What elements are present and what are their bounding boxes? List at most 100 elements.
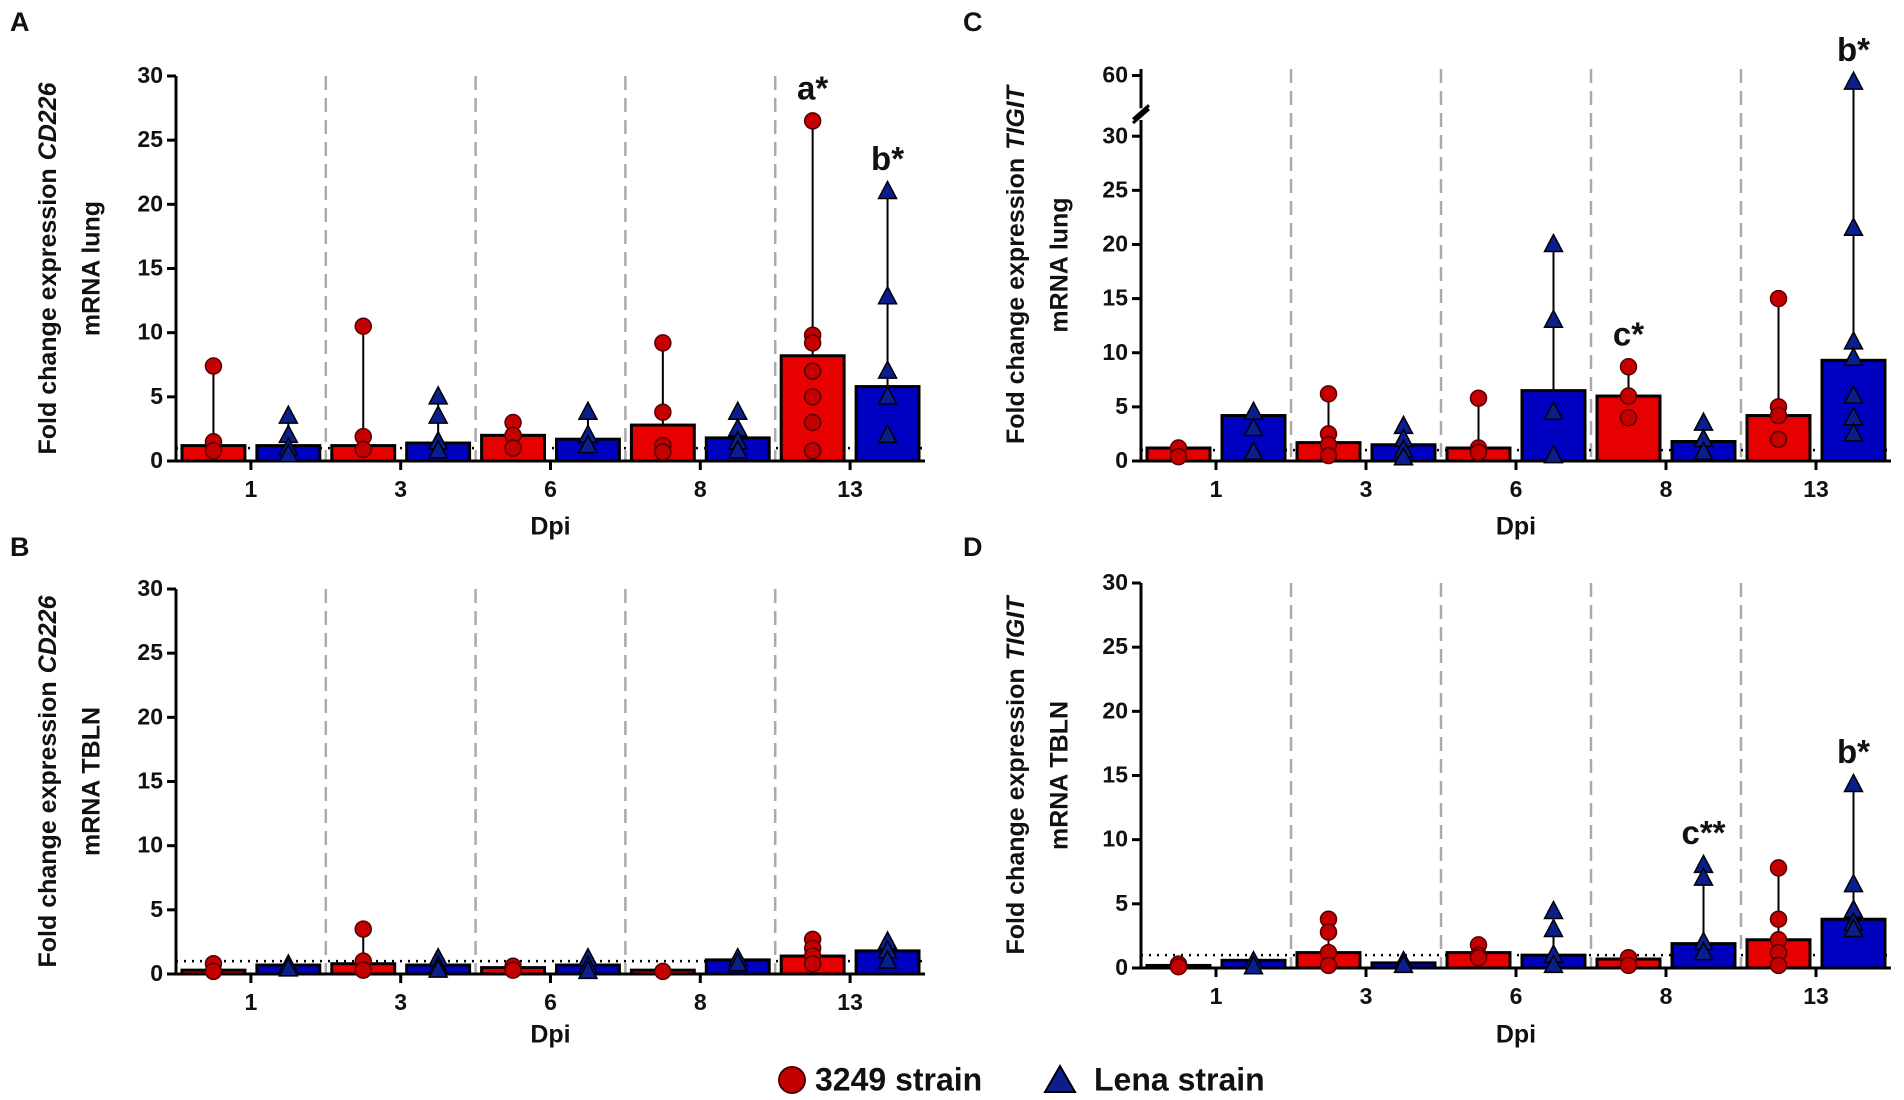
data-point [803, 413, 822, 432]
y-tick-label: 0 [150, 447, 163, 473]
annotation: c** [1681, 814, 1725, 851]
data-point [1769, 406, 1788, 425]
data-point [727, 439, 748, 459]
y-tick-label: 20 [137, 703, 163, 729]
y-tick-label: 10 [1102, 339, 1128, 365]
data-point [204, 441, 223, 460]
data-point [803, 954, 822, 973]
legend-label: Lena strain [1094, 1061, 1265, 1097]
y-axis-label-text: Fold change expression [34, 681, 62, 967]
data-point [1619, 358, 1638, 376]
data-point [803, 112, 822, 130]
panel-letter: C [963, 7, 983, 37]
data-point [654, 443, 672, 461]
x-tick-label: 1 [1210, 983, 1223, 1009]
data-point [654, 403, 672, 421]
data-point [577, 400, 599, 420]
data-point [877, 359, 898, 379]
data-point [1319, 446, 1338, 465]
annotation: c* [1613, 316, 1644, 353]
x-tick-label: 3 [1360, 983, 1373, 1009]
data-point [427, 958, 449, 978]
y-axis-label-text: Fold change expression [1002, 158, 1030, 444]
data-point [204, 962, 223, 981]
x-tick-label: 1 [245, 476, 258, 502]
data-point [1469, 389, 1488, 407]
x-axis-label: Dpi [530, 513, 570, 541]
y-axis-label-text: Fold change expression [34, 168, 62, 454]
panel-letter: A [10, 7, 30, 37]
legend: 3249 strain Lena strain [778, 1061, 1265, 1097]
y-tick-label: 10 [1102, 826, 1128, 852]
x-axis-label: Dpi [1496, 1021, 1536, 1049]
data-point [654, 962, 672, 981]
data-point [278, 404, 299, 424]
y-axis-label: Fold change expression CD226 [34, 594, 62, 967]
data-point [1619, 408, 1638, 427]
data-point [803, 441, 822, 460]
data-point [1769, 289, 1788, 308]
data-point [803, 362, 822, 380]
y-axis-label: mRNA lung [78, 201, 106, 336]
data-point [1243, 416, 1264, 437]
data-point [278, 442, 299, 463]
annotation: b* [1837, 733, 1870, 770]
data-point [1243, 440, 1264, 461]
y-tick-label: 20 [1102, 697, 1128, 723]
data-point [1543, 232, 1564, 253]
data-point [1543, 443, 1564, 464]
data-point [1769, 859, 1788, 877]
data-point [1543, 400, 1564, 421]
data-point [1843, 346, 1864, 366]
data-point [1169, 957, 1188, 976]
axis-break [1132, 107, 1150, 125]
y-axis-label: Fold change expression CD226 [34, 81, 62, 454]
data-point [1693, 440, 1714, 461]
data-point [1843, 772, 1864, 793]
data-point [877, 385, 898, 405]
y-tick-label: 5 [1115, 393, 1128, 419]
x-tick-label: 13 [1803, 983, 1829, 1009]
x-tick-label: 3 [394, 476, 407, 502]
data-point [1543, 917, 1564, 938]
data-point [1169, 447, 1188, 466]
data-point [1243, 400, 1264, 421]
data-point [577, 959, 599, 980]
y-tick-label: 15 [137, 768, 163, 794]
x-tick-label: 13 [837, 989, 863, 1015]
data-point [427, 385, 449, 405]
y-tick-label: 30 [1102, 122, 1128, 148]
data-point [1469, 948, 1488, 967]
data-point [877, 179, 898, 200]
data-point [1393, 446, 1414, 466]
x-tick-label: 13 [837, 476, 863, 502]
data-point [1319, 385, 1338, 403]
legend-label: 3249 strain [815, 1061, 982, 1097]
panel: D Fold change expression TIGIT mRNA TBLN 0 5 1… [963, 532, 1891, 1049]
data-point [1843, 422, 1864, 442]
annotation: a* [797, 70, 828, 107]
y-tick-label: 25 [1102, 633, 1128, 659]
x-tick-label: 1 [1210, 476, 1223, 502]
y-tick-label: 60 [1102, 62, 1128, 88]
y-axis-label-text: Fold change expression [1002, 668, 1030, 954]
annotation: b* [871, 140, 904, 177]
data-point [1543, 308, 1564, 329]
x-tick-label: 1 [245, 989, 258, 1015]
data-point [1319, 923, 1338, 941]
data-point [654, 334, 672, 352]
data-point [1843, 216, 1864, 236]
y-axis-label: mRNA TBLN [1046, 701, 1074, 850]
panel: A Fold change expression CD226 mRNA lung 0 5 1… [10, 7, 925, 541]
data-point [1843, 330, 1864, 350]
bar [1595, 394, 1662, 463]
data-point [1619, 387, 1638, 405]
data-point [1393, 953, 1414, 974]
panel: C Fold change expression TIGIT mRNA lung 0 5 1… [963, 7, 1891, 541]
data-point [1319, 956, 1338, 975]
legend-marker [1043, 1063, 1077, 1093]
data-point [1543, 899, 1564, 920]
y-axis-label: mRNA TBLN [78, 707, 106, 856]
data-point [427, 439, 449, 459]
